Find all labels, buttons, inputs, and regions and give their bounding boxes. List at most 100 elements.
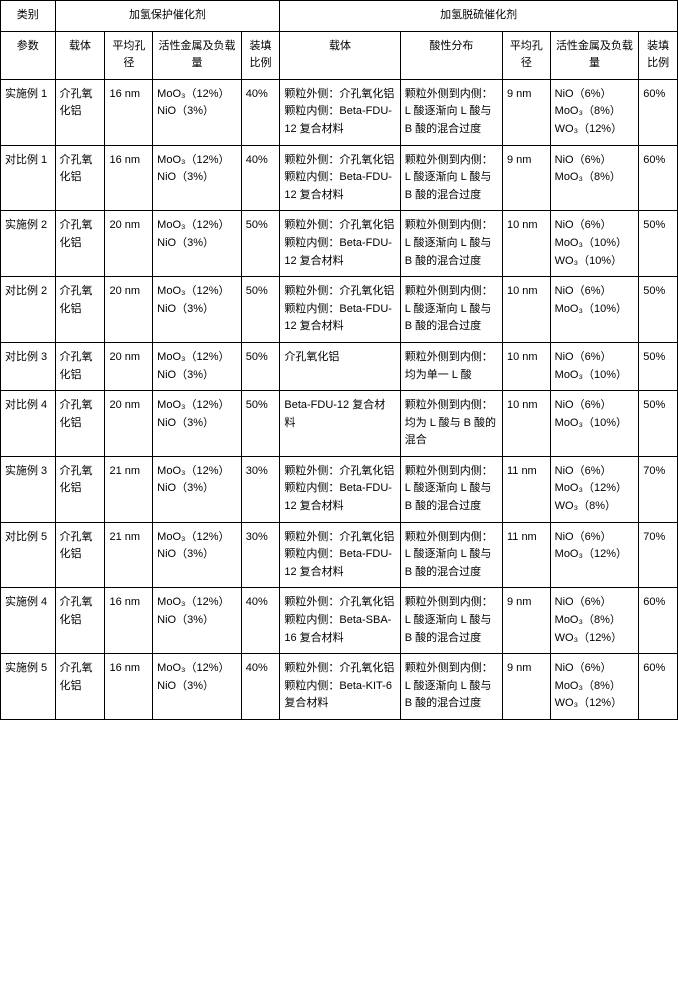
cell-b_ratio: 50%	[639, 211, 678, 277]
cell-b_acid: 颗粒外侧到内侧：均为单一 L 酸	[400, 342, 502, 390]
cell-a_carrier: 介孔氧化铝	[55, 211, 105, 277]
cell-a_ratio: 40%	[241, 79, 280, 145]
cell-b_carrier: 颗粒外侧：介孔氧化铝 颗粒内侧：Beta-FDU-12 复合材料	[280, 211, 400, 277]
cell-b_pore: 9 nm	[502, 79, 550, 145]
cell-a_ratio: 30%	[241, 456, 280, 522]
cell-b_metal: NiO（6%）MoO₃（10%）WO₃（10%）	[550, 211, 639, 277]
header-group-a: 加氢保护催化剂	[55, 1, 280, 32]
cell-a_carrier: 介孔氧化铝	[55, 456, 105, 522]
cell-b_carrier: Beta-FDU-12 复合材料	[280, 391, 400, 457]
cell-b_acid: 颗粒外侧到内侧：L 酸逐渐向 L 酸与 B 酸的混合过度	[400, 522, 502, 588]
catalyst-table: 类别 加氢保护催化剂 加氢脱硫催化剂 参数 载体 平均孔径 活性金属及负载量 装…	[0, 0, 678, 720]
cell-b_acid: 颗粒外侧到内侧：L 酸逐渐向 L 酸与 B 酸的混合过度	[400, 277, 502, 343]
cell-b_ratio: 70%	[639, 522, 678, 588]
cell-name: 实施例 3	[1, 456, 56, 522]
cell-a_ratio: 50%	[241, 391, 280, 457]
header-category: 类别	[1, 1, 56, 32]
cell-b_carrier: 颗粒外侧：介孔氧化铝 颗粒内侧：Beta-FDU-12 复合材料	[280, 522, 400, 588]
header-row-2: 参数 载体 平均孔径 活性金属及负载量 装填比例 载体 酸性分布 平均孔径 活性…	[1, 31, 678, 79]
cell-a_metal: MoO₃（12%）NiO（3%）	[153, 277, 242, 343]
cell-b_carrier: 颗粒外侧：介孔氧化铝 颗粒内侧：Beta-KIT-6 复合材料	[280, 654, 400, 720]
cell-b_pore: 10 nm	[502, 211, 550, 277]
cell-a_carrier: 介孔氧化铝	[55, 342, 105, 390]
cell-a_metal: MoO₃（12%）NiO（3%）	[153, 654, 242, 720]
cell-b_acid: 颗粒外侧到内侧：L 酸逐渐向 L 酸与 B 酸的混合过度	[400, 588, 502, 654]
cell-b_acid: 颗粒外侧到内侧：L 酸逐渐向 L 酸与 B 酸的混合过度	[400, 211, 502, 277]
cell-b_pore: 9 nm	[502, 145, 550, 211]
cell-b_ratio: 60%	[639, 79, 678, 145]
cell-name: 对比例 3	[1, 342, 56, 390]
cell-a_ratio: 40%	[241, 588, 280, 654]
cell-b_metal: NiO（6%）MoO₃（8%）WO₃（12%）	[550, 654, 639, 720]
header-group-b: 加氢脱硫催化剂	[280, 1, 678, 32]
cell-a_pore: 20 nm	[105, 391, 153, 457]
cell-b_pore: 10 nm	[502, 277, 550, 343]
cell-b_metal: NiO（6%）MoO₃（10%）	[550, 391, 639, 457]
cell-b_acid: 颗粒外侧到内侧：L 酸逐渐向 L 酸与 B 酸的混合过度	[400, 654, 502, 720]
table-row: 实施例 1介孔氧化铝16 nmMoO₃（12%）NiO（3%）40%颗粒外侧：介…	[1, 79, 678, 145]
header-a-metal: 活性金属及负载量	[153, 31, 242, 79]
cell-a_pore: 21 nm	[105, 456, 153, 522]
header-param: 参数	[1, 31, 56, 79]
cell-a_pore: 16 nm	[105, 79, 153, 145]
cell-b_ratio: 60%	[639, 145, 678, 211]
cell-a_metal: MoO₃（12%）NiO（3%）	[153, 211, 242, 277]
cell-a_carrier: 介孔氧化铝	[55, 654, 105, 720]
cell-a_ratio: 50%	[241, 211, 280, 277]
cell-a_pore: 20 nm	[105, 277, 153, 343]
table-row: 实施例 5介孔氧化铝16 nmMoO₃（12%）NiO（3%）40%颗粒外侧：介…	[1, 654, 678, 720]
cell-a_metal: MoO₃（12%）NiO（3%）	[153, 522, 242, 588]
header-b-metal: 活性金属及负载量	[550, 31, 639, 79]
cell-b_metal: NiO（6%）MoO₃（10%）	[550, 342, 639, 390]
cell-a_carrier: 介孔氧化铝	[55, 588, 105, 654]
cell-name: 对比例 2	[1, 277, 56, 343]
cell-name: 实施例 1	[1, 79, 56, 145]
cell-a_metal: MoO₃（12%）NiO（3%）	[153, 391, 242, 457]
table-row: 对比例 2介孔氧化铝20 nmMoO₃（12%）NiO（3%）50%颗粒外侧：介…	[1, 277, 678, 343]
table-row: 对比例 4介孔氧化铝20 nmMoO₃（12%）NiO（3%）50%Beta-F…	[1, 391, 678, 457]
cell-b_pore: 11 nm	[502, 522, 550, 588]
cell-b_ratio: 50%	[639, 277, 678, 343]
cell-a_ratio: 30%	[241, 522, 280, 588]
cell-b_metal: NiO（6%）MoO₃（12%）WO₃（8%）	[550, 456, 639, 522]
cell-b_metal: NiO（6%）MoO₃（12%）	[550, 522, 639, 588]
cell-a_ratio: 40%	[241, 654, 280, 720]
cell-a_carrier: 介孔氧化铝	[55, 522, 105, 588]
cell-b_ratio: 50%	[639, 391, 678, 457]
cell-a_metal: MoO₃（12%）NiO（3%）	[153, 145, 242, 211]
cell-a_metal: MoO₃（12%）NiO（3%）	[153, 342, 242, 390]
cell-a_pore: 16 nm	[105, 654, 153, 720]
cell-b_carrier: 介孔氧化铝	[280, 342, 400, 390]
cell-a_pore: 20 nm	[105, 211, 153, 277]
cell-b_pore: 11 nm	[502, 456, 550, 522]
header-a-pore: 平均孔径	[105, 31, 153, 79]
cell-name: 对比例 5	[1, 522, 56, 588]
cell-a_carrier: 介孔氧化铝	[55, 79, 105, 145]
cell-a_pore: 16 nm	[105, 588, 153, 654]
cell-a_ratio: 50%	[241, 277, 280, 343]
cell-a_pore: 20 nm	[105, 342, 153, 390]
cell-a_carrier: 介孔氧化铝	[55, 277, 105, 343]
cell-b_acid: 颗粒外侧到内侧：L 酸逐渐向 L 酸与 B 酸的混合过度	[400, 456, 502, 522]
cell-a_carrier: 介孔氧化铝	[55, 391, 105, 457]
cell-b_metal: NiO（6%）MoO₃（8%）WO₃（12%）	[550, 588, 639, 654]
table-row: 实施例 3介孔氧化铝21 nmMoO₃（12%）NiO（3%）30%颗粒外侧：介…	[1, 456, 678, 522]
cell-a_metal: MoO₃（12%）NiO（3%）	[153, 588, 242, 654]
cell-b_ratio: 50%	[639, 342, 678, 390]
cell-name: 对比例 1	[1, 145, 56, 211]
cell-b_carrier: 颗粒外侧：介孔氧化铝 颗粒内侧：Beta-FDU-12 复合材料	[280, 145, 400, 211]
cell-b_carrier: 颗粒外侧：介孔氧化铝 颗粒内侧：Beta-FDU-12 复合材料	[280, 79, 400, 145]
header-a-ratio: 装填比例	[241, 31, 280, 79]
cell-b_carrier: 颗粒外侧：介孔氧化铝 颗粒内侧：Beta-FDU-12 复合材料	[280, 456, 400, 522]
cell-name: 实施例 2	[1, 211, 56, 277]
cell-b_metal: NiO（6%）MoO₃（8%）WO₃（12%）	[550, 79, 639, 145]
header-row-1: 类别 加氢保护催化剂 加氢脱硫催化剂	[1, 1, 678, 32]
cell-b_ratio: 60%	[639, 588, 678, 654]
cell-a_metal: MoO₃（12%）NiO（3%）	[153, 79, 242, 145]
table-row: 实施例 4介孔氧化铝16 nmMoO₃（12%）NiO（3%）40%颗粒外侧：介…	[1, 588, 678, 654]
cell-b_acid: 颗粒外侧到内侧：L 酸逐渐向 L 酸与 B 酸的混合过度	[400, 145, 502, 211]
cell-a_metal: MoO₃（12%）NiO（3%）	[153, 456, 242, 522]
cell-a_ratio: 50%	[241, 342, 280, 390]
cell-name: 实施例 4	[1, 588, 56, 654]
header-b-pore: 平均孔径	[502, 31, 550, 79]
